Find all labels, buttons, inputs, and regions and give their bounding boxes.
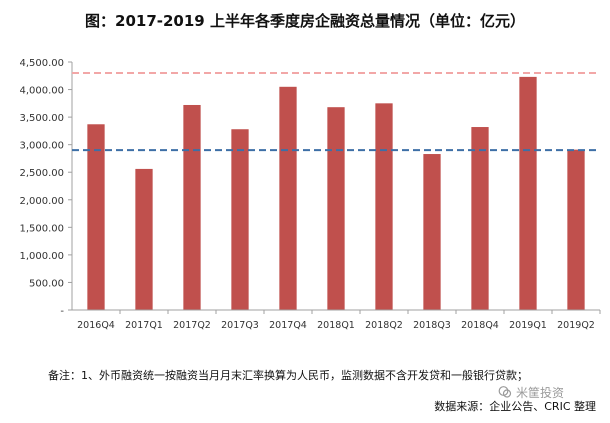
bar: [183, 104, 201, 310]
y-tick-label: 4,000.00: [19, 86, 64, 97]
x-tick-label: 2018Q4: [461, 320, 499, 331]
y-tick-label: 1,000.00: [19, 251, 64, 262]
x-tick-label: 2018Q3: [413, 320, 451, 331]
x-tick-label: 2016Q4: [77, 320, 115, 331]
x-tick-label: 2018Q2: [365, 320, 403, 331]
chart-title: 图：2017-2019 上半年各季度房企融资总量情况（单位：亿元）: [85, 12, 525, 30]
bar: [375, 103, 393, 310]
x-tick-label: 2019Q1: [509, 320, 547, 331]
y-tick-label: 4,500.00: [19, 58, 64, 69]
x-tick-label: 2019Q2: [557, 320, 595, 331]
bar: [567, 149, 585, 310]
y-tick-label: 3,500.00: [19, 113, 64, 124]
y-tick-label: -: [60, 306, 64, 317]
x-tick-label: 2017Q2: [173, 320, 211, 331]
bar: [279, 86, 297, 310]
bar: [135, 168, 153, 310]
bar: [231, 129, 249, 310]
bar: [471, 127, 489, 310]
x-tick-label: 2017Q3: [221, 320, 259, 331]
x-tick-label: 2017Q4: [269, 320, 307, 331]
bar: [423, 154, 441, 310]
footnote: 备注：1、外币融资统一按融资当月月末汇率换算为人民币，监测数据不含开发贷和一般银…: [48, 369, 528, 382]
x-tick-label: 2018Q1: [317, 320, 355, 331]
bar: [519, 76, 537, 310]
watermark-text: 米筐投资: [516, 386, 565, 400]
y-tick-label: 1,500.00: [19, 223, 64, 234]
wechat-icon: [498, 386, 512, 398]
y-tick-label: 2,000.00: [19, 196, 64, 207]
x-tick-label: 2017Q1: [125, 320, 163, 331]
watermark: 米筐投资: [498, 384, 564, 401]
bar: [87, 124, 105, 310]
data-source: 数据来源：企业公告、CRIC 整理: [434, 400, 596, 413]
y-tick-label: 2,500.00: [19, 168, 64, 179]
y-tick-label: 500.00: [29, 278, 64, 289]
y-tick-label: 3,000.00: [19, 141, 64, 152]
bar: [327, 107, 345, 311]
